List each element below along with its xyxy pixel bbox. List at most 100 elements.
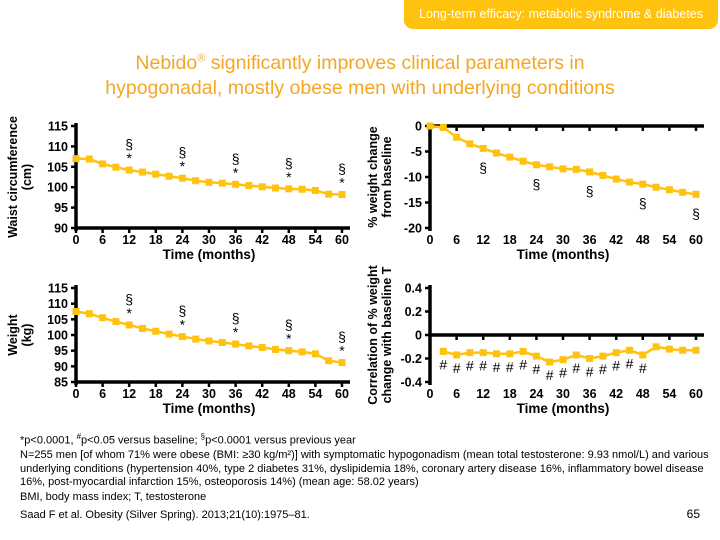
svg-text:30: 30 bbox=[556, 233, 570, 247]
svg-text:*: * bbox=[339, 343, 345, 359]
svg-text:#: # bbox=[546, 367, 554, 383]
svg-text:0: 0 bbox=[415, 329, 422, 343]
footnote-population: N=255 men [of whom 71% were obese (BMI: … bbox=[20, 449, 709, 489]
svg-text:36: 36 bbox=[229, 387, 243, 401]
svg-text:§: § bbox=[533, 176, 541, 192]
svg-text:§: § bbox=[285, 317, 293, 333]
svg-text:(cm): (cm) bbox=[20, 164, 34, 190]
svg-text:Time (months): Time (months) bbox=[517, 247, 610, 262]
svg-text:#: # bbox=[599, 361, 607, 377]
svg-text:*: * bbox=[286, 331, 292, 347]
chart-correlation-baseline-t: 0.4 0.2 0 -0.2 -0.4 0 6 12 18 24 30 36 42 48 54 60 # # # # #… bbox=[366, 264, 704, 416]
svg-text:42: 42 bbox=[609, 233, 623, 247]
svg-text:(kg): (kg) bbox=[20, 324, 34, 347]
svg-text:48: 48 bbox=[282, 233, 296, 247]
svg-text:85: 85 bbox=[54, 376, 68, 390]
svg-text:6: 6 bbox=[453, 387, 460, 401]
svg-text:-5: -5 bbox=[411, 145, 422, 159]
header-banner: Long-term efficacy: metabolic syndrome &… bbox=[404, 0, 718, 29]
svg-text:115: 115 bbox=[48, 282, 68, 296]
svg-text:60: 60 bbox=[335, 233, 349, 247]
svg-text:#: # bbox=[466, 358, 474, 374]
svg-text:#: # bbox=[479, 358, 487, 374]
registered-trademark-symbol: ® bbox=[197, 52, 206, 64]
title-line2: hypogonadal, mostly obese men with under… bbox=[105, 76, 615, 99]
svg-text:36: 36 bbox=[583, 387, 597, 401]
svg-text:24: 24 bbox=[175, 233, 189, 247]
svg-text:54: 54 bbox=[308, 387, 322, 401]
svg-text:42: 42 bbox=[255, 387, 269, 401]
page-title: Nebido® significantly improves clinical … bbox=[0, 46, 720, 101]
svg-text:§: § bbox=[692, 205, 700, 221]
svg-text:§: § bbox=[125, 291, 133, 307]
footnote-significance: *p<0.0001, #p<0.05 versus baseline; §p<0… bbox=[20, 432, 356, 447]
svg-text:12: 12 bbox=[476, 233, 490, 247]
svg-text:24: 24 bbox=[175, 387, 189, 401]
svg-text:§: § bbox=[639, 195, 647, 211]
svg-text:§: § bbox=[479, 159, 487, 175]
svg-text:48: 48 bbox=[282, 387, 296, 401]
svg-text:§: § bbox=[338, 329, 346, 345]
svg-text:100: 100 bbox=[47, 181, 68, 195]
svg-text:§: § bbox=[338, 161, 346, 177]
svg-text:95: 95 bbox=[54, 201, 68, 215]
svg-text:100: 100 bbox=[47, 329, 68, 343]
svg-text:36: 36 bbox=[583, 233, 597, 247]
svg-text:Correlation of % weight: Correlation of % weight bbox=[366, 264, 380, 404]
svg-text:60: 60 bbox=[335, 387, 349, 401]
chart-percent-weight-change: 0 -5 -10 -15 -20 0 6 12 18 24 30 36 42 48 54 60 § § § § § Tim… bbox=[366, 120, 704, 262]
svg-text:*: * bbox=[286, 169, 292, 185]
svg-text:0: 0 bbox=[73, 387, 80, 401]
svg-text:95: 95 bbox=[54, 344, 68, 358]
svg-text:#: # bbox=[533, 361, 541, 377]
svg-text:*: * bbox=[180, 317, 186, 333]
svg-text:§: § bbox=[285, 155, 293, 171]
svg-text:6: 6 bbox=[453, 233, 460, 247]
svg-text:#: # bbox=[612, 358, 620, 374]
svg-text:36: 36 bbox=[229, 233, 243, 247]
svg-text:0: 0 bbox=[415, 120, 422, 134]
svg-text:105: 105 bbox=[47, 313, 68, 327]
svg-text:0.2: 0.2 bbox=[405, 305, 422, 319]
svg-text:Waist circumference: Waist circumference bbox=[6, 116, 20, 238]
svg-text:24: 24 bbox=[529, 233, 543, 247]
svg-text:#: # bbox=[493, 359, 501, 375]
svg-text:*: * bbox=[339, 175, 345, 191]
svg-text:#: # bbox=[439, 356, 447, 372]
svg-text:60: 60 bbox=[689, 387, 703, 401]
svg-text:-0.2: -0.2 bbox=[400, 352, 422, 366]
svg-text:12: 12 bbox=[122, 387, 136, 401]
svg-text:§: § bbox=[586, 183, 594, 199]
svg-text:18: 18 bbox=[503, 387, 517, 401]
svg-text:-20: -20 bbox=[404, 222, 422, 236]
svg-text:110: 110 bbox=[48, 140, 68, 154]
banner-text: Long-term efficacy: metabolic syndrome &… bbox=[419, 7, 703, 21]
svg-text:#: # bbox=[559, 365, 567, 381]
svg-text:#: # bbox=[639, 360, 647, 376]
svg-text:§: § bbox=[232, 150, 240, 166]
svg-text:12: 12 bbox=[122, 233, 136, 247]
svg-text:0: 0 bbox=[427, 387, 434, 401]
svg-text:#: # bbox=[626, 355, 634, 371]
svg-text:60: 60 bbox=[689, 233, 703, 247]
svg-text:54: 54 bbox=[662, 387, 676, 401]
svg-text:-10: -10 bbox=[404, 171, 422, 185]
svg-text:Weight: Weight bbox=[6, 313, 20, 355]
svg-text:#: # bbox=[506, 359, 514, 375]
svg-text:change with baseline T: change with baseline T bbox=[380, 266, 394, 403]
svg-text:90: 90 bbox=[54, 360, 68, 374]
svg-text:-15: -15 bbox=[404, 196, 422, 210]
svg-text:*: * bbox=[233, 164, 239, 180]
svg-text:115: 115 bbox=[48, 120, 68, 134]
svg-text:30: 30 bbox=[202, 387, 216, 401]
svg-text:42: 42 bbox=[255, 233, 269, 247]
svg-text:54: 54 bbox=[308, 233, 322, 247]
footnote-abbreviations: BMI, body mass index; T, testosterone bbox=[20, 490, 207, 503]
svg-text:18: 18 bbox=[503, 233, 517, 247]
page-number: 65 bbox=[686, 507, 700, 521]
svg-text:30: 30 bbox=[202, 233, 216, 247]
svg-text:24: 24 bbox=[529, 387, 543, 401]
